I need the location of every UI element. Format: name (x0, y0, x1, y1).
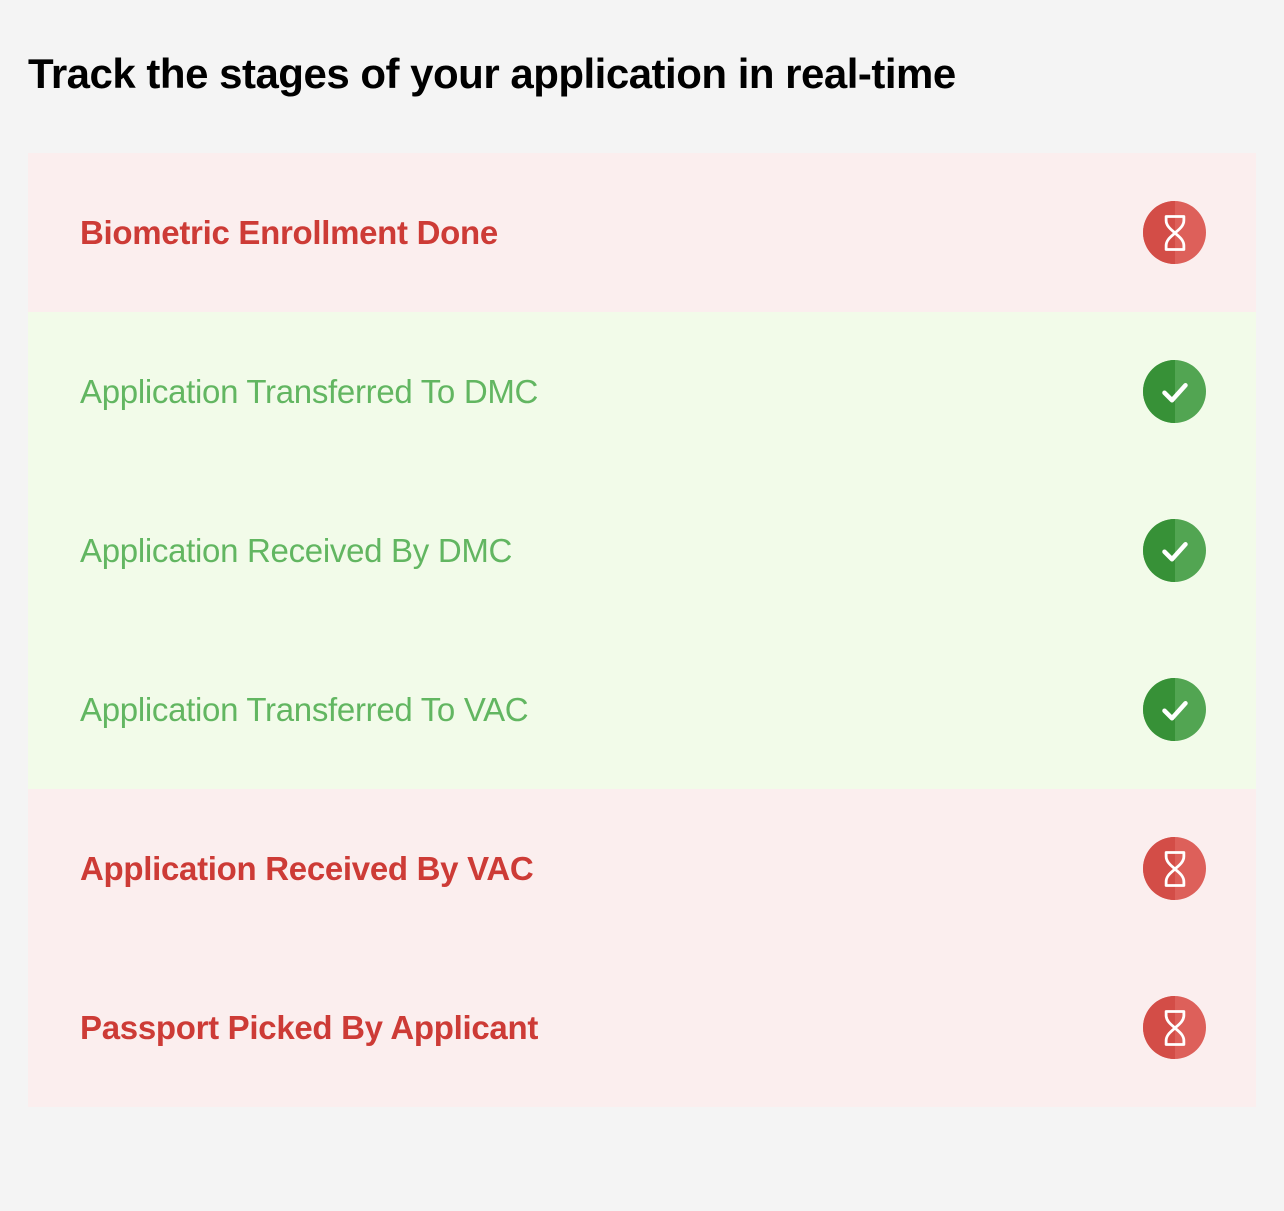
stage-label: Application Transferred To DMC (80, 373, 538, 411)
stage-label: Biometric Enrollment Done (80, 214, 498, 252)
stage-row: Application Transferred To VAC (28, 630, 1256, 789)
stage-row: Application Received By VAC (28, 789, 1256, 948)
hourglass-icon (1143, 201, 1206, 264)
stage-row: Passport Picked By Applicant (28, 948, 1256, 1107)
stage-row: Application Received By DMC (28, 471, 1256, 630)
check-icon (1143, 678, 1206, 741)
stage-label: Application Received By DMC (80, 532, 512, 570)
hourglass-icon (1143, 996, 1206, 1059)
page-title: Track the stages of your application in … (28, 50, 1256, 98)
check-icon (1143, 519, 1206, 582)
check-icon (1143, 360, 1206, 423)
stage-label: Application Transferred To VAC (80, 691, 528, 729)
stage-row: Biometric Enrollment Done (28, 153, 1256, 312)
stage-row: Application Transferred To DMC (28, 312, 1256, 471)
tracker-container: Track the stages of your application in … (0, 0, 1284, 1207)
stage-label: Application Received By VAC (80, 850, 533, 888)
stage-label: Passport Picked By Applicant (80, 1009, 538, 1047)
stages-list: Biometric Enrollment Done Application Tr… (28, 153, 1256, 1107)
hourglass-icon (1143, 837, 1206, 900)
